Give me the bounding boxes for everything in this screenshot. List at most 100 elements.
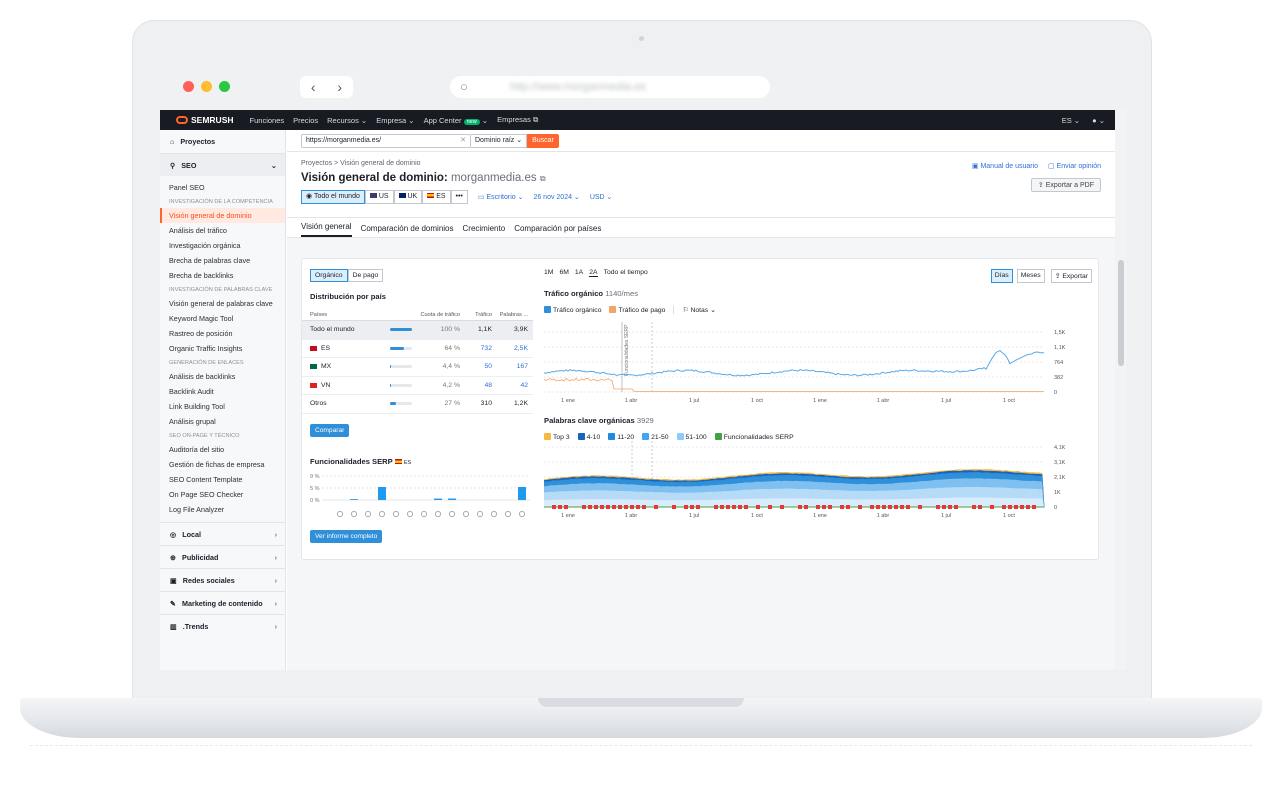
feedback-link[interactable]: ▢ Enviar opinión	[1048, 162, 1101, 170]
sidebar-item[interactable]: SEO Content Template	[169, 475, 243, 484]
serp-marker[interactable]	[1002, 505, 1006, 509]
serp-marker[interactable]	[846, 505, 850, 509]
domain-input[interactable]: https://morganmedia.es/ ✕	[301, 133, 471, 148]
period-2a[interactable]: 2A	[589, 269, 598, 277]
nav-empresa[interactable]: Empresa ⌄	[376, 115, 415, 125]
serp-marker[interactable]	[558, 505, 562, 509]
serp-marker[interactable]	[972, 505, 976, 509]
serp-marker[interactable]	[894, 505, 898, 509]
serp-marker[interactable]	[612, 505, 616, 509]
serp-marker[interactable]	[948, 505, 952, 509]
serp-marker[interactable]	[642, 505, 646, 509]
more-databases-button[interactable]: •••	[450, 190, 468, 204]
legend-item[interactable]: Top 3	[544, 433, 570, 441]
tab-compare-domains[interactable]: Comparación de dominios	[360, 224, 454, 233]
breadcrumb[interactable]: Proyectos > Visión general de dominio	[301, 160, 421, 167]
filter-uk[interactable]: UK	[393, 190, 423, 204]
legend-item[interactable]: 51-100	[676, 433, 707, 441]
tab-overview[interactable]: Visión general	[301, 222, 352, 237]
scrollbar-thumb[interactable]	[1118, 260, 1124, 366]
period-all[interactable]: Todo el tiempo	[603, 269, 648, 276]
sidebar-item[interactable]: Organic Traffic Insights	[169, 344, 243, 353]
sidebar-seo[interactable]: ⚲ SEO ⌄	[160, 154, 285, 176]
serp-marker[interactable]	[888, 505, 892, 509]
filter-worldwide[interactable]: ◉ Todo el mundo	[301, 190, 365, 204]
sidebar-section[interactable]: ⊕ Publicidad ›	[160, 545, 285, 568]
traffic-cell[interactable]: 732	[480, 344, 492, 352]
serp-feature-icon[interactable]	[337, 510, 343, 517]
serp-feature-icon[interactable]	[491, 510, 497, 517]
serp-marker[interactable]	[840, 505, 844, 509]
serp-marker[interactable]	[630, 505, 634, 509]
serp-marker[interactable]	[606, 505, 610, 509]
serp-marker[interactable]	[594, 505, 598, 509]
sidebar-item[interactable]: Visión general de palabras clave	[169, 299, 273, 308]
sidebar-item[interactable]: Análisis grupal	[169, 417, 216, 426]
export-pdf-button[interactable]: ⇪ Exportar a PDF	[1030, 178, 1101, 192]
serp-marker[interactable]	[714, 505, 718, 509]
serp-marker[interactable]	[654, 505, 658, 509]
serp-feature-icon[interactable]	[463, 510, 469, 517]
legend-item[interactable]: 21-50	[642, 433, 669, 441]
serp-marker[interactable]	[732, 505, 736, 509]
sidebar-item[interactable]: Panel SEO	[169, 183, 205, 192]
tab-compare-countries[interactable]: Comparación por países	[514, 224, 602, 233]
serp-marker[interactable]	[684, 505, 688, 509]
serp-bar[interactable]	[378, 486, 386, 500]
sidebar-item[interactable]: Rastreo de posición	[169, 329, 233, 338]
serp-marker[interactable]	[990, 505, 994, 509]
scope-select[interactable]: Dominio raíz ⌄	[471, 133, 528, 148]
maximize-dot[interactable]	[219, 81, 230, 92]
nav-precios[interactable]: Precios	[293, 115, 319, 125]
nav-funciones[interactable]: Funciones	[249, 115, 285, 125]
table-row[interactable]: ES 64 % 732 2,5K	[302, 340, 533, 358]
table-row[interactable]: Otros 27 % 310 1,2K	[302, 395, 533, 414]
sidebar-item[interactable]: Investigación orgánica	[169, 241, 241, 250]
serp-feature-icon[interactable]	[435, 510, 441, 517]
serp-feature-icon[interactable]	[505, 510, 511, 517]
serp-feature-icon[interactable]	[421, 510, 427, 517]
serp-marker[interactable]	[564, 505, 568, 509]
serp-marker[interactable]	[690, 505, 694, 509]
table-row[interactable]: Todo el mundo 100 % 1,1K 3,9K	[302, 321, 533, 340]
clear-icon[interactable]: ✕	[460, 136, 466, 144]
period-1m[interactable]: 1M	[544, 269, 554, 276]
export-button[interactable]: ⇪ Exportar	[1050, 269, 1092, 283]
serp-feature-icon[interactable]	[393, 510, 399, 517]
tab-growth[interactable]: Crecimiento	[462, 224, 506, 233]
serp-marker[interactable]	[870, 505, 874, 509]
sidebar-item[interactable]: Auditoría del sitio	[169, 445, 225, 454]
serp-marker[interactable]	[978, 505, 982, 509]
serp-feature-icon[interactable]	[351, 510, 357, 517]
sidebar-item[interactable]: Brecha de backlinks	[169, 271, 234, 280]
serp-marker[interactable]	[726, 505, 730, 509]
toggle-paid[interactable]: De pago	[347, 269, 384, 282]
sidebar-item[interactable]: Análisis de backlinks	[169, 372, 236, 381]
serp-marker[interactable]	[768, 505, 772, 509]
legend-paid[interactable]: Tráfico de pago	[609, 306, 665, 314]
sidebar-item[interactable]: Backlink Audit	[169, 387, 214, 396]
months-button[interactable]: Meses	[1016, 269, 1045, 283]
serp-feature-icon[interactable]	[365, 510, 371, 517]
sidebar-projects[interactable]: ⌂ Proyectos	[160, 130, 285, 154]
search-button[interactable]: Buscar	[527, 133, 559, 148]
legend-item[interactable]: 4-10	[577, 433, 600, 441]
traffic-cell[interactable]: 50	[484, 363, 492, 371]
forward-icon[interactable]: ›	[337, 79, 343, 95]
scrollbar[interactable]	[1115, 110, 1127, 670]
table-row[interactable]: VN 4,2 % 48 42	[302, 377, 533, 395]
traffic-cell[interactable]: 48	[484, 381, 492, 389]
serp-marker[interactable]	[906, 505, 910, 509]
serp-marker[interactable]	[582, 505, 586, 509]
serp-marker[interactable]	[882, 505, 886, 509]
serp-marker[interactable]	[1008, 505, 1012, 509]
sidebar-item[interactable]: Keyword Magic Tool	[169, 314, 234, 323]
serp-marker[interactable]	[900, 505, 904, 509]
serp-marker[interactable]	[600, 505, 604, 509]
notes-toggle[interactable]: ⚐ Notas ⌄	[673, 306, 716, 314]
sidebar-item[interactable]: Brecha de palabras clave	[169, 256, 251, 265]
compare-button[interactable]: Comparar	[310, 423, 350, 437]
serp-marker[interactable]	[942, 505, 946, 509]
period-6m[interactable]: 6M	[559, 269, 569, 276]
serp-marker[interactable]	[588, 505, 592, 509]
